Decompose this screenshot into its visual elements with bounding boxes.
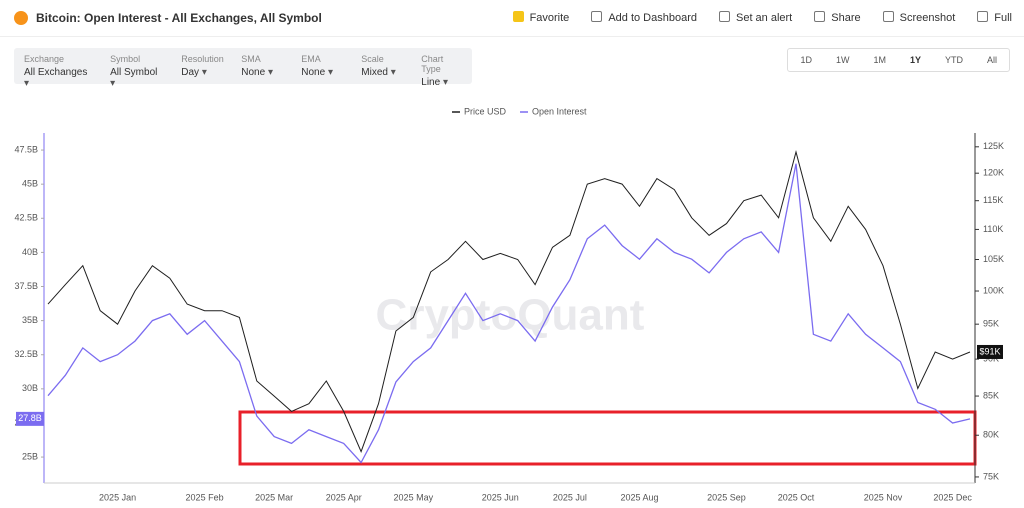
series-line [47,150,971,453]
control-value: Line [421,77,462,88]
x-tick-label: 2025 Jun [482,492,519,502]
x-tick-label: 2025 Sep [707,492,746,502]
control-value: None [301,67,341,78]
watermark: CryptoQuant [376,291,645,340]
range-button[interactable]: All [986,55,997,65]
x-tick-label: 2025 Jan [99,492,136,502]
y-tick-label: 32.5B [14,349,38,359]
range-button[interactable]: YTD [944,55,963,65]
last-value-tag [16,411,44,426]
range-buttons: 1D 1W 1M 1Y YTD All [787,48,1010,72]
action-button[interactable]: Favorite [513,11,570,24]
control-value: Mixed [361,67,401,78]
y2-tick-label: 80K [983,430,999,440]
control-value: All Symbol [110,67,161,89]
page-title: Bitcoin: Open Interest - All Exchanges, … [36,11,322,25]
control-label: Resolution [181,54,224,64]
control[interactable]: Exchange All Exchanges [14,48,100,84]
control-label: EMA [301,54,321,64]
control-value: Day [181,67,221,78]
control-label: SMA [241,54,261,64]
y-tick-label: 25B [22,451,38,461]
control[interactable]: Symbol All Symbol [100,48,171,84]
x-tick-label: 2025 Dec [933,492,972,502]
y-tick-label: 37.5B [14,281,38,291]
x-tick-label: 2025 Mar [255,492,293,502]
x-tick-label: 2025 Feb [186,492,224,502]
control-label: Symbol [110,54,141,64]
header: Bitcoin: Open Interest - All Exchanges, … [0,0,1024,37]
y-tick-label: 35B [22,315,38,325]
action-button[interactable]: Share [814,11,860,24]
actions: Favorite Add to Dashboard Set an alert Shar… [513,11,1012,24]
last-value-tag [977,344,1003,359]
highlight-box [238,410,977,466]
range-button[interactable]: 1Y [909,55,921,65]
last-value-label: 27.8B [18,413,42,423]
control[interactable]: Scale Mixed [351,48,411,84]
last-value-label: $91K [979,346,1000,356]
action-button[interactable]: Screenshot [883,11,956,24]
y2-tick-label: 110K [983,224,1003,234]
control-label: Chart Type [421,54,444,74]
control-value: None [241,67,281,78]
y-tick-label: 45B [22,179,38,189]
control[interactable]: EMA None [291,48,351,84]
legend-label: Price USD [464,106,507,116]
control[interactable]: SMA None [231,48,291,84]
y2-tick-label: 125K [983,141,1004,151]
range-button[interactable]: 1M [873,55,886,65]
x-tick-label: 2025 Jul [553,492,587,502]
y2-tick-label: 95K [983,319,999,329]
control-label: Exchange [24,54,65,64]
y-tick-label: 47.5B [14,144,38,154]
legend-label: Open Interest [532,106,587,116]
control[interactable]: Chart Type Line [411,48,472,88]
y-tick-label: 40B [22,247,38,257]
y2-tick-label: 120K [983,168,1004,178]
y2-tick-label: 105K [983,254,1004,264]
control-value: All Exchanges [24,67,90,89]
x-tick-label: 2025 May [394,492,434,502]
coin-icon [14,11,28,25]
y2-tick-label: 85K [983,390,999,400]
y2-tick-label: 100K [983,285,1004,295]
x-tick-label: 2025 Aug [620,492,658,502]
action-button[interactable]: Full [977,11,1012,24]
range-button[interactable]: 1W [835,55,850,65]
y2-tick-label: 75K [983,471,999,481]
range-button[interactable]: 1D [800,55,812,65]
series-line [47,163,971,464]
action-button[interactable]: Set an alert [719,11,792,24]
control-label: Scale [361,54,384,64]
control[interactable]: Resolution Day [171,48,231,84]
x-tick-label: 2025 Oct [778,492,815,502]
x-tick-label: 2025 Nov [864,492,903,502]
x-tick-label: 2025 Apr [326,492,362,502]
action-button[interactable]: Add to Dashboard [591,11,697,24]
y-tick-label: 42.5B [14,213,38,223]
y2-tick-label: 115K [983,195,1003,205]
y-tick-label: 30B [22,383,38,393]
